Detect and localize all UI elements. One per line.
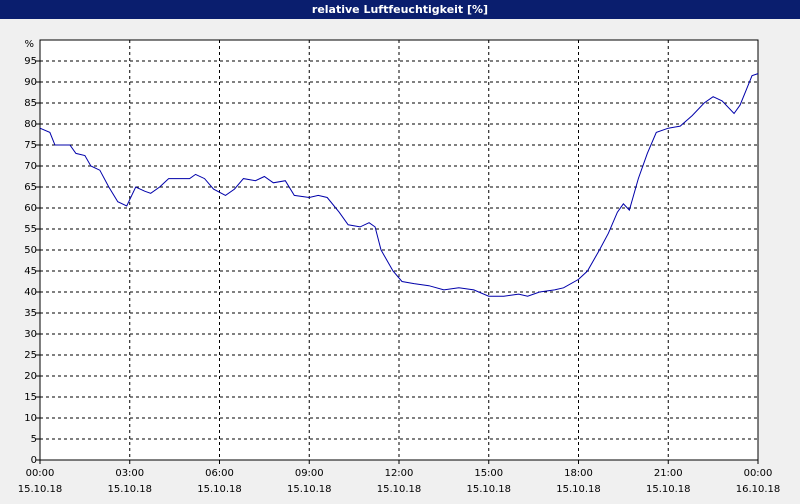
y-tick-label: 60 [24, 203, 37, 214]
y-tick-label: 80 [24, 119, 37, 130]
y-tick-label: 90 [24, 77, 37, 88]
y-unit: % [24, 39, 34, 50]
x-tick-label: 00:00 [26, 468, 55, 479]
x-tick-date: 15.10.18 [107, 484, 152, 495]
y-tick-label: 65 [24, 182, 37, 193]
x-tick-date: 15.10.18 [466, 484, 511, 495]
y-tick-label: 95 [24, 56, 37, 67]
x-tick-date: 15.10.18 [377, 484, 422, 495]
y-tick-label: 30 [24, 329, 37, 340]
x-tick-label: 21:00 [654, 468, 683, 479]
x-tick-label: 18:00 [564, 468, 593, 479]
y-tick-label: 75 [24, 140, 37, 151]
y-tick-label: 0 [31, 455, 37, 466]
x-tick-label: 03:00 [115, 468, 144, 479]
y-tick-label: 40 [24, 287, 37, 298]
title-bar [0, 0, 800, 19]
data-line [39, 73, 759, 297]
x-tick-date: 15.10.18 [556, 484, 601, 495]
y-tick-label: 20 [24, 371, 37, 382]
x-tick-date: 15.10.18 [646, 484, 691, 495]
y-tick-label: 50 [24, 245, 37, 256]
y-tick-label: 85 [24, 98, 37, 109]
y-tick-label: 55 [24, 224, 37, 235]
x-tick-label: 00:00 [744, 468, 773, 479]
x-tick-date: 16.10.18 [736, 484, 781, 495]
x-tick-label: 12:00 [385, 468, 414, 479]
x-tick-date: 15.10.18 [287, 484, 332, 495]
x-tick-label: 15:00 [474, 468, 503, 479]
y-tick-label: 5 [31, 434, 37, 445]
y-tick-label: 15 [24, 392, 37, 403]
x-tick-label: 09:00 [295, 468, 324, 479]
y-tick-label: 70 [24, 161, 37, 172]
y-tick-label: 25 [24, 350, 37, 361]
x-tick-label: 06:00 [205, 468, 234, 479]
y-tick-label: 45 [24, 266, 37, 277]
x-tick-date: 15.10.18 [18, 484, 63, 495]
y-tick-label: 10 [24, 413, 37, 424]
y-tick-label: 35 [24, 308, 37, 319]
chart-title: relative Luftfeuchtigkeit [%] [312, 3, 488, 16]
x-tick-date: 15.10.18 [197, 484, 242, 495]
